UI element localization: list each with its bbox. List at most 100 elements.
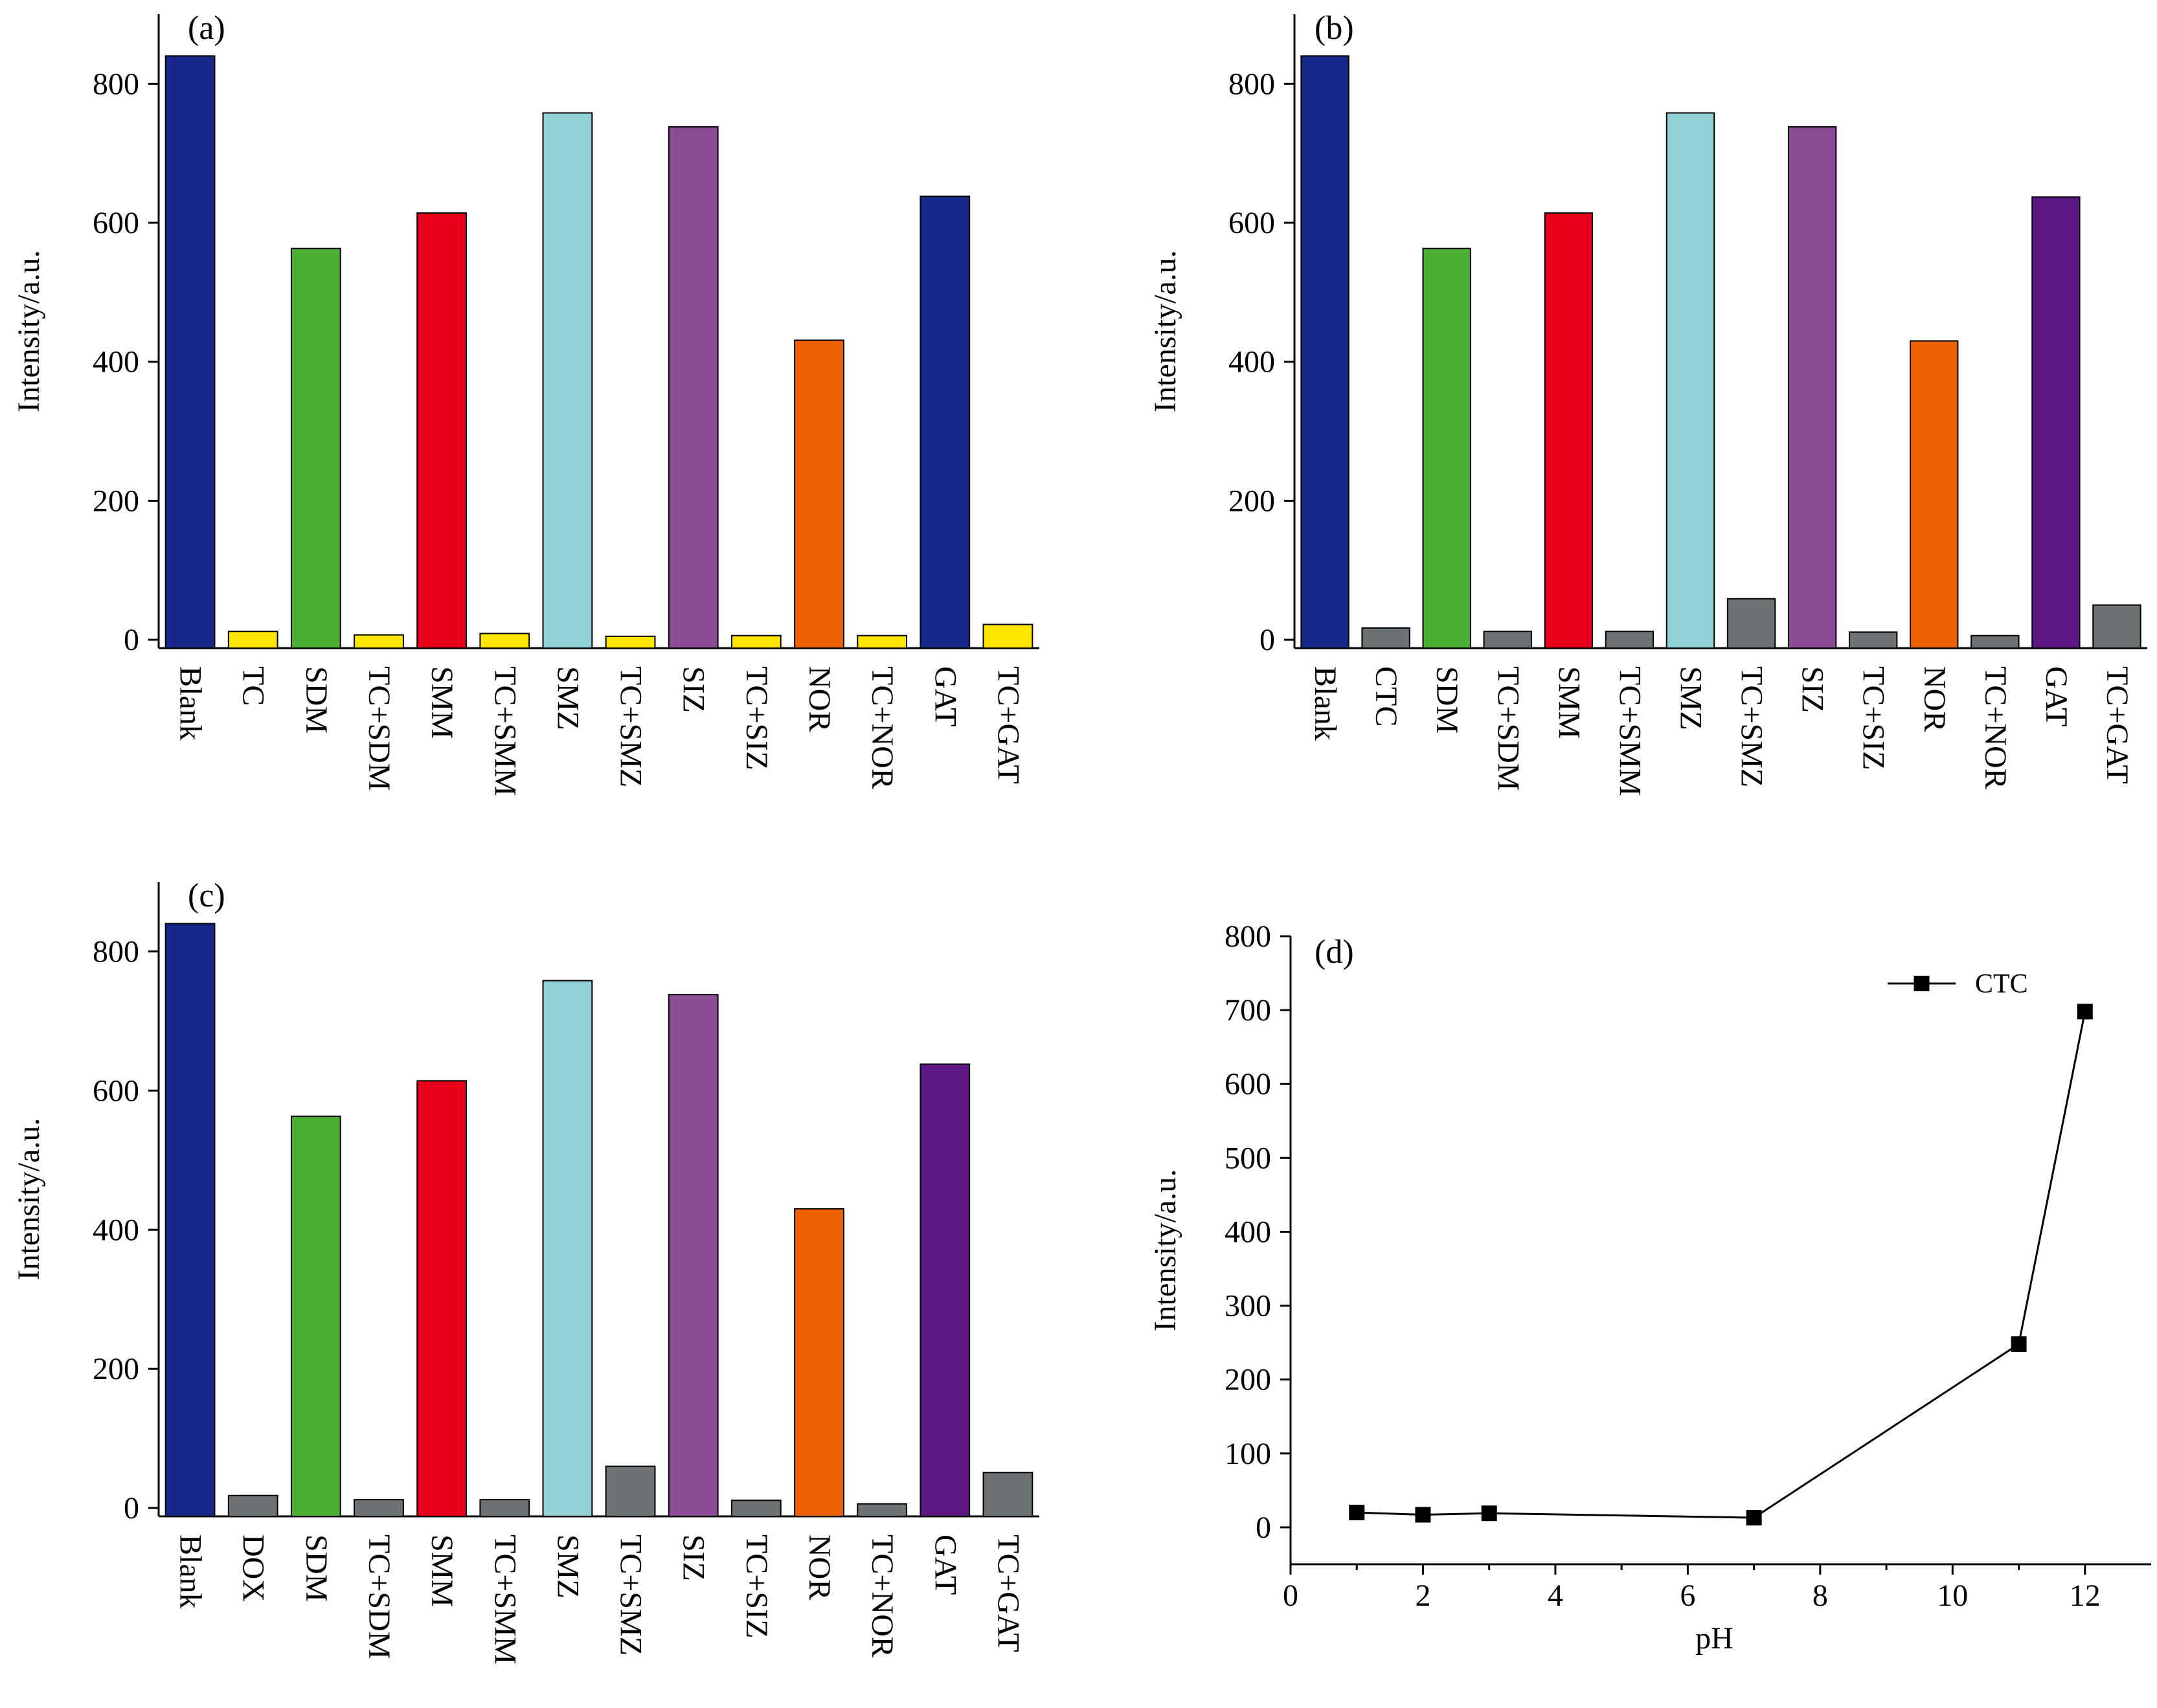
panel-d-line-chart: 0 100 200 300 400 500 600 700 800 0 2 4 6 8 10 12 Intens… <box>1148 919 2151 1656</box>
x-tick-label: 8 <box>1813 1579 1828 1613</box>
category-label: NOR <box>802 1534 837 1600</box>
legend-marker-ctc <box>1914 976 1930 991</box>
y-tick-label: 200 <box>93 1352 139 1386</box>
category-label: TC+SMM <box>488 666 522 796</box>
bar <box>1422 247 1471 649</box>
category-label: TC+NOR <box>865 666 899 789</box>
category-label: TC+SIZ <box>740 666 774 770</box>
x-tick-label: 6 <box>1680 1579 1695 1613</box>
category-label: TC+SMM <box>1612 666 1647 796</box>
bar <box>1483 631 1532 649</box>
bar <box>730 1500 782 1518</box>
bar <box>1787 126 1837 649</box>
panel-label: (c) <box>188 877 225 914</box>
bar <box>290 1116 341 1517</box>
bar <box>227 1494 278 1518</box>
data-point-ctc <box>1349 1505 1365 1521</box>
category-label: TC+SMZ <box>1735 666 1769 787</box>
category-label: TC+SIZ <box>1857 666 1891 770</box>
bar <box>1544 212 1594 649</box>
data-point-ctc <box>1415 1507 1431 1523</box>
category-label: TC+GAT <box>2100 666 2134 784</box>
y-tick-label: 100 <box>1225 1437 1271 1471</box>
y-tick-label: 800 <box>93 934 139 969</box>
category-label: NOR <box>1917 666 1952 732</box>
category-label: SMZ <box>1673 666 1708 730</box>
category-label: SIZ <box>677 1534 711 1581</box>
data-point-ctc <box>1746 1510 1762 1526</box>
y-tick-label: 400 <box>1225 1215 1271 1249</box>
category-label: TC+GAT <box>991 666 1025 784</box>
bar <box>416 212 468 649</box>
category-label: CTC <box>1369 666 1403 726</box>
bar <box>1848 631 1898 649</box>
y-tick-label: 300 <box>1225 1289 1271 1323</box>
y-tick-label: 200 <box>1225 1363 1271 1397</box>
data-point-ctc <box>1481 1505 1497 1522</box>
bar <box>1605 631 1654 649</box>
category-label: TC+NOR <box>1978 666 2013 789</box>
category-label: GAT <box>928 666 962 726</box>
category-label: TC+SMZ <box>614 666 648 787</box>
bar <box>857 1503 908 1518</box>
y-axis-title: Intensity/a.u. <box>1148 250 1182 412</box>
category-label: TC+SDM <box>362 666 396 791</box>
category-label: Blank <box>1308 666 1342 741</box>
x-tick-label: 2 <box>1415 1579 1430 1613</box>
bar <box>354 634 404 649</box>
y-axis-title: Intensity/a.u. <box>1148 1169 1182 1332</box>
y-tick-label: 600 <box>93 1073 139 1108</box>
bar <box>164 923 216 1517</box>
y-axis-title: Intensity/a.u. <box>12 250 46 412</box>
y-tick-label: 800 <box>1225 919 1271 954</box>
panel-label: (d) <box>1315 934 1354 971</box>
y-tick-label: 600 <box>1225 1067 1271 1101</box>
x-tick-label: 4 <box>1548 1579 1563 1613</box>
y-axis-title: Intensity/a.u. <box>12 1118 46 1281</box>
bar <box>982 1472 1033 1518</box>
bar <box>479 633 530 649</box>
bar <box>1361 627 1410 649</box>
legend-label-ctc: CTC <box>1975 969 2028 999</box>
y-tick-label: 800 <box>1228 67 1275 101</box>
bar <box>1726 598 1776 649</box>
x-tick-label: 10 <box>1937 1579 1968 1613</box>
bar <box>605 1465 656 1518</box>
y-tick-label: 600 <box>93 206 139 240</box>
y-tick-label: 0 <box>1259 623 1275 657</box>
category-label: GAT <box>2039 666 2073 726</box>
bar <box>920 196 971 649</box>
y-tick-label: 500 <box>1225 1141 1271 1175</box>
category-label: SMZ <box>550 666 585 730</box>
category-label: SDM <box>299 1534 333 1602</box>
bar <box>416 1080 468 1517</box>
bar <box>982 624 1033 649</box>
bar <box>227 631 278 649</box>
category-label: SIZ <box>1796 666 1830 713</box>
category-label: SMM <box>425 666 459 739</box>
category-label: TC+GAT <box>991 1534 1025 1652</box>
panel-label: (b) <box>1315 10 1354 47</box>
bar <box>164 55 216 649</box>
category-label: TC <box>236 666 271 706</box>
bar <box>668 126 719 649</box>
bar <box>1971 635 2020 649</box>
category-label: SMM <box>425 1534 459 1607</box>
bar <box>794 1208 844 1517</box>
category-label: TC+SDM <box>1491 666 1525 791</box>
bar <box>668 994 719 1518</box>
bar <box>354 1499 404 1517</box>
bar <box>290 247 341 649</box>
y-tick-label: 400 <box>93 1213 139 1247</box>
category-label: TC+NOR <box>865 1534 899 1657</box>
bar <box>920 1063 971 1517</box>
bar <box>730 635 782 649</box>
bar <box>857 635 908 649</box>
category-label: TC+SMM <box>488 1534 522 1664</box>
y-tick-label: 800 <box>93 67 139 101</box>
category-label: Blank <box>174 1534 208 1609</box>
y-tick-label: 200 <box>93 484 139 518</box>
bar <box>2031 196 2081 649</box>
category-label: TC+SDM <box>362 1534 396 1659</box>
